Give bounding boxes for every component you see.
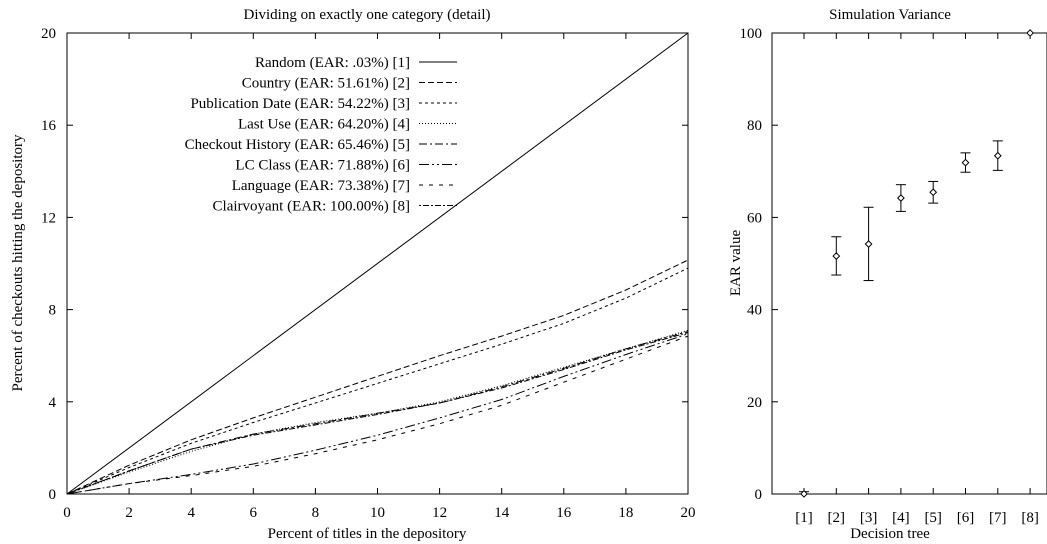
left-x-ticks: 0 2 4 6 8 10 12 14 16 18 20	[63, 33, 696, 521]
series-line-3	[66, 267, 689, 495]
x-tick-label: 14	[494, 505, 510, 521]
line-chart: Dividing on exactly one category (detail…	[10, 7, 696, 542]
y-tick-label: 16	[41, 118, 57, 134]
legend-entry-4: Last Use (EAR: 64.20%) [4]	[238, 117, 410, 133]
x-tick-label: 4	[187, 505, 195, 521]
series-line-8	[66, 332, 689, 495]
right-y-axis-label: EAR value	[728, 230, 744, 297]
y-tick-label: 80	[747, 118, 762, 134]
data-point	[832, 252, 841, 260]
series-line-5	[66, 331, 689, 495]
x-tick-label: 12	[432, 505, 447, 521]
x-tick-label: 8	[312, 505, 320, 521]
x-tick-label: 10	[370, 505, 385, 521]
x-tick-label: 2	[125, 505, 133, 521]
y-tick-label: 0	[755, 487, 763, 503]
right-x-ticks: [1] [2] [3] [4] [5] [6] [7] [8]	[795, 33, 1039, 526]
x-tick-label: 20	[681, 505, 696, 521]
x-tick-label: [7]	[989, 510, 1007, 526]
legend-entry-1: Random (EAR: .03%) [1]	[255, 55, 410, 71]
series-line-7	[66, 335, 689, 495]
legend-entry-7: Language (EAR: 73.38%) [7]	[232, 178, 410, 194]
y-tick-label: 0	[49, 487, 57, 503]
data-point	[929, 188, 938, 197]
legend-entry-2: Country (EAR: 51.61%) [2]	[242, 76, 410, 92]
right-plot-frame	[771, 32, 1047, 495]
right-chart-title: Simulation Variance	[829, 7, 951, 23]
series-line-1	[66, 32, 689, 495]
x-tick-label: 18	[618, 505, 633, 521]
x-tick-label: [8]	[1021, 510, 1039, 526]
x-tick-label: 6	[250, 505, 258, 521]
left-y-axis-label: Percent of checkouts hitting the deposit…	[10, 134, 26, 392]
legend-entry-8: Clairvoyant (EAR: 100.00%) [8]	[213, 199, 410, 215]
data-point	[993, 151, 1002, 160]
left-chart-title: Dividing on exactly one category (detail…	[244, 7, 491, 23]
y-tick-label: 12	[41, 210, 56, 226]
left-series-lines	[66, 32, 689, 495]
x-tick-label: [2]	[828, 510, 846, 526]
left-x-axis-label: Percent of titles in the depository	[268, 526, 467, 542]
y-tick-label: 60	[747, 210, 762, 226]
legend-entry-6: LC Class (EAR: 71.88%) [6]	[235, 158, 410, 174]
right-y-ticks: 0 20 40 60 80 100	[740, 26, 778, 503]
y-tick-label: 40	[747, 303, 762, 319]
x-tick-label: [1]	[795, 510, 813, 526]
y-tick-label: 100	[740, 26, 763, 42]
y-tick-label: 8	[49, 303, 57, 319]
right-error-bars	[799, 29, 1035, 498]
y-tick-label: 20	[747, 395, 762, 411]
y-tick-label: 20	[41, 26, 56, 42]
x-tick-label: [3]	[860, 510, 878, 526]
x-tick-label: [6]	[957, 510, 975, 526]
series-line-2	[66, 259, 689, 495]
x-tick-label: [5]	[924, 510, 942, 526]
series-line-6	[66, 333, 689, 495]
x-tick-label: 16	[556, 505, 572, 521]
data-point	[800, 489, 808, 498]
data-point	[1026, 29, 1035, 37]
x-tick-label: [4]	[892, 510, 910, 526]
x-tick-label: 0	[63, 505, 71, 521]
data-point	[896, 194, 905, 202]
y-tick-label: 4	[49, 395, 57, 411]
series-line-4	[66, 329, 689, 495]
legend-entry-5: Checkout History (EAR: 65.46%) [5]	[185, 137, 410, 153]
left-legend: Random (EAR: .03%) [1] Country (EAR: 51.6…	[185, 55, 457, 215]
data-point	[961, 158, 970, 167]
right-x-axis-label: Decision tree	[850, 526, 930, 542]
legend-entry-3: Publication Date (EAR: 54.22%) [3]	[190, 96, 410, 112]
left-y-ticks: 0 4 8 12 16 20	[41, 26, 688, 503]
data-point	[864, 240, 873, 248]
